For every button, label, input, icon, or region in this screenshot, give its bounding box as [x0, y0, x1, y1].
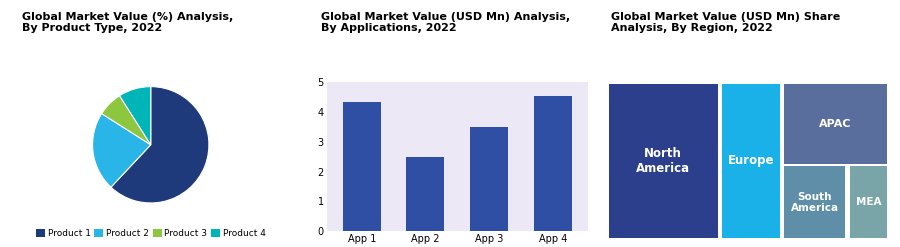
Text: Europe: Europe	[727, 154, 774, 167]
Wedge shape	[120, 87, 151, 145]
Text: Global Market Value (USD Mn) Share
Analysis, By Region, 2022: Global Market Value (USD Mn) Share Analy…	[611, 12, 841, 33]
Bar	[608, 83, 717, 238]
Text: South
America: South America	[790, 192, 839, 213]
Bar	[343, 102, 381, 231]
Bar	[784, 83, 887, 164]
Bar	[784, 166, 845, 238]
Bar	[534, 96, 572, 231]
Wedge shape	[102, 96, 151, 145]
Legend: Product 1, Product 2, Product 3, Product 4: Product 1, Product 2, Product 3, Product…	[32, 225, 269, 242]
Text: North
America: North America	[636, 147, 690, 175]
Text: APAC: APAC	[819, 119, 851, 129]
Wedge shape	[93, 114, 151, 187]
Text: Global Market Value (USD Mn) Analysis,
By Applications, 2022: Global Market Value (USD Mn) Analysis, B…	[321, 12, 571, 33]
Bar	[470, 127, 508, 231]
Bar	[406, 157, 445, 231]
Text: MEA: MEA	[856, 197, 881, 207]
Text: Global Market Value (%) Analysis,
By Product Type, 2022: Global Market Value (%) Analysis, By Pro…	[22, 12, 233, 33]
Wedge shape	[111, 87, 209, 203]
Bar	[722, 83, 779, 238]
Bar	[850, 166, 887, 238]
